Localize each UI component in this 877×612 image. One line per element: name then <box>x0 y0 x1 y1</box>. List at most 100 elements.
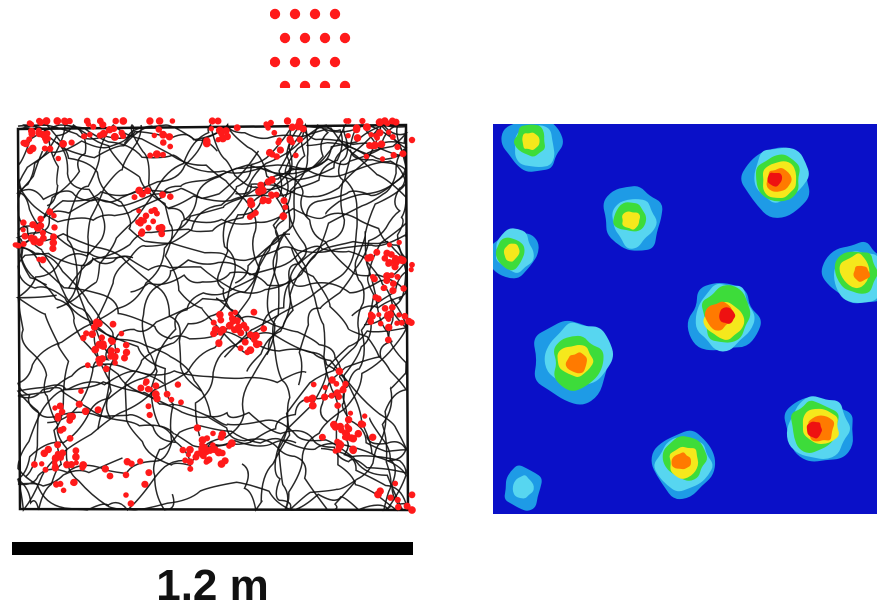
trajectory-segment <box>75 124 404 511</box>
spike-dot <box>394 143 401 151</box>
spike-dot <box>101 465 110 473</box>
spike-dot <box>51 240 57 246</box>
spike-dot <box>275 139 282 146</box>
spike-dot <box>118 129 125 136</box>
spike-dot <box>339 386 347 394</box>
spike-dot <box>155 126 163 133</box>
spike-dot <box>362 413 368 419</box>
spike-dot <box>167 193 174 200</box>
spike-dot <box>155 224 163 232</box>
spike-dot <box>386 242 393 248</box>
spike-dot <box>374 134 380 141</box>
spike-dot <box>118 330 125 337</box>
spike-dot <box>310 381 317 388</box>
spike-dot <box>37 118 45 126</box>
spike-dot <box>54 415 62 422</box>
spike-dot <box>216 310 224 319</box>
spike-dot <box>392 254 399 261</box>
spike-dot <box>142 380 149 386</box>
spike-dot <box>83 330 90 337</box>
spike-dot <box>205 456 213 463</box>
spike-dot <box>59 140 67 148</box>
spike-dot <box>105 126 114 134</box>
spike-dot <box>147 152 154 159</box>
spike-dot <box>265 197 272 205</box>
spike-dot <box>384 336 392 344</box>
spike-dot <box>394 273 401 280</box>
spike-dot <box>389 280 397 287</box>
spike-dot <box>369 433 377 441</box>
grid-fields <box>493 124 877 511</box>
spike-dot <box>397 257 404 264</box>
spike-dot <box>66 117 73 125</box>
spike-dot <box>37 222 45 230</box>
spike-dot <box>219 449 226 457</box>
spike-dot <box>354 429 363 438</box>
spike-dot <box>307 395 315 403</box>
spike-dot <box>131 194 138 201</box>
spike-dot <box>193 424 202 432</box>
spike-dot <box>56 402 64 410</box>
spike-dot <box>396 312 402 318</box>
trajectory-spike-plot <box>12 117 416 514</box>
spike-dot <box>163 390 171 398</box>
spike-dot <box>394 320 400 326</box>
spike-dot <box>296 136 304 143</box>
legend-dot <box>309 8 321 20</box>
spike-dot <box>372 294 379 301</box>
spike-dot <box>146 411 153 419</box>
spike-dot <box>137 384 145 392</box>
spike-dot <box>81 133 88 140</box>
spike-dot <box>251 336 258 343</box>
spike-dot <box>381 284 388 291</box>
trajectory-segment <box>274 248 408 511</box>
spike-dot <box>282 204 289 211</box>
spike-dot <box>50 233 58 241</box>
spike-dot <box>186 445 194 454</box>
trajectory-segment <box>216 124 409 462</box>
firing-field-contour <box>512 475 534 499</box>
spike-dot <box>345 118 352 124</box>
spike-dot <box>268 191 275 198</box>
firing-field-contour <box>853 265 871 282</box>
trajectory-segment <box>124 124 343 467</box>
spike-dot <box>369 274 376 280</box>
spike-dot <box>42 117 51 125</box>
spike-dot <box>383 272 391 280</box>
spike-dot <box>322 384 328 391</box>
spike-dot <box>60 425 67 432</box>
legend-dot <box>339 80 351 88</box>
spike-dot <box>401 312 409 320</box>
spike-dot <box>210 442 216 448</box>
spike-dot <box>335 447 342 453</box>
firing-field-contour <box>503 243 520 262</box>
spike-dot <box>86 131 93 138</box>
spike-dot <box>362 123 371 132</box>
spike-dot <box>335 403 341 409</box>
spike-dot <box>70 478 78 487</box>
spike-dot <box>122 341 130 349</box>
spike-dot <box>145 469 153 477</box>
spike-dot <box>333 389 341 397</box>
spike-dot <box>58 454 64 461</box>
spike-dot <box>241 338 249 346</box>
spike-dot <box>376 129 384 137</box>
spike-dot <box>160 151 166 158</box>
spike-dot <box>159 191 166 199</box>
legend-dot <box>270 56 281 68</box>
spike-dot <box>141 480 149 488</box>
spike-dot <box>263 122 270 128</box>
spike-dot <box>54 441 62 449</box>
spike-dot <box>53 481 60 488</box>
trajectory-segment <box>130 123 408 358</box>
spike-dot <box>392 118 400 126</box>
spike-dot <box>88 330 97 338</box>
spike-dot <box>40 449 49 458</box>
spike-dot <box>233 325 241 333</box>
spike-dot <box>144 187 152 195</box>
spike-dot <box>243 325 250 332</box>
spike-dot <box>260 325 268 332</box>
spike-dot <box>160 139 167 146</box>
spike-dot <box>215 339 223 347</box>
spike-dot <box>203 435 211 442</box>
